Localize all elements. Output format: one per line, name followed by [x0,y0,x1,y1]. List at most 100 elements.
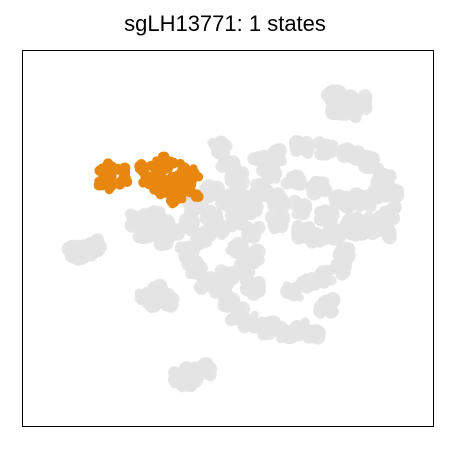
background-cell-point [388,186,398,196]
background-cell-point [184,373,200,388]
highlighted-state-point [105,160,114,169]
background-cell-point [301,273,313,285]
background-cell-point [144,220,159,235]
background-cell-point [242,230,252,241]
background-cell-point [291,209,301,220]
background-cell-point [265,163,279,177]
background-cell-point [372,191,383,202]
background-cell-point [348,187,364,203]
background-cell-point [149,296,160,307]
background-cell-point [339,198,355,214]
background-cell-point [263,322,273,333]
background-cell-point [134,288,143,297]
background-cell-point [332,107,341,116]
background-cell-point [364,160,374,170]
background-cell-point [306,184,323,201]
highlighted-state-point [107,171,117,181]
background-cell-point [302,324,319,341]
background-cell-point [271,197,283,209]
highlighted-state-point [191,189,202,200]
background-cell-point [231,212,245,226]
background-cell-point [315,146,327,158]
background-cell-point [336,241,350,256]
highlighted-state-point [142,175,152,185]
background-cell-point [246,322,258,333]
background-cell-point [266,147,278,158]
background-cell-point [213,138,229,153]
background-cell-point [302,225,311,234]
background-cell-point [125,208,137,220]
highlighted-state-point [175,158,185,169]
background-cell-point [280,283,296,299]
background-cell-point [185,223,195,233]
background-cell-point [344,227,358,241]
background-cell-point [324,208,335,220]
background-cell-point [272,320,289,336]
highlighted-state-point [157,151,168,162]
background-cell-point [85,242,96,253]
background-cell-point [298,208,311,220]
background-cell-point [240,311,250,322]
highlighted-state-point [113,165,122,174]
background-cell-point [302,143,315,156]
background-cell-point [338,252,353,268]
background-cell-point [349,111,362,124]
background-cell-point [329,198,343,212]
background-cell-point [378,168,394,184]
background-cell-point [247,152,261,166]
highlighted-state-point [189,169,200,179]
background-cell-point [316,274,331,289]
highlighted-state-point [165,195,176,206]
background-cell-point [314,306,327,319]
background-cell-point [387,207,399,219]
highlighted-state-point [173,179,183,189]
background-cell-point [234,174,250,191]
background-cell-point [219,299,231,311]
background-cell-point [252,223,261,232]
background-cell-point [160,233,169,242]
background-cell-point [292,219,304,231]
background-cell-point [93,238,107,252]
background-cell-point [381,223,390,233]
background-cell-point [312,136,327,151]
highlighted-state-point [106,184,115,193]
background-cell-point [220,275,236,290]
background-cells-layer [61,84,405,393]
background-cell-point [267,219,280,232]
background-cell-point [61,241,78,257]
background-cell-point [247,314,257,325]
highlighted-state-layer [93,151,204,209]
highlighted-state-point [157,175,166,183]
background-cell-point [373,222,384,234]
background-cell-point [179,247,192,260]
background-cell-point [200,179,217,196]
plot-frame [22,50,434,427]
background-cell-point [254,181,265,192]
background-cell-point [189,213,198,222]
background-cell-point [188,254,204,270]
background-cell-point [239,281,256,297]
background-cell-point [204,368,217,382]
background-cell-point [233,247,245,258]
background-cell-point [188,383,197,392]
highlighted-state-point [122,173,131,183]
background-cell-point [251,283,265,297]
background-cell-point [274,154,285,165]
background-cell-point [322,223,336,238]
background-cell-point [337,143,351,157]
background-cell-point [317,295,331,309]
background-cell-point [195,280,210,294]
background-cell-point [307,229,322,245]
background-cell-point [323,146,334,157]
highlighted-state-point [186,180,197,190]
background-cell-point [291,169,305,183]
background-cell-point [337,106,352,120]
highlighted-state-point [96,176,106,185]
background-cell-point [335,268,348,281]
background-cell-point [254,189,264,198]
chart-title: sgLH13771: 1 states [124,11,326,36]
background-cell-point [221,190,237,206]
background-cell-point [275,333,286,344]
background-cell-point [314,326,325,337]
